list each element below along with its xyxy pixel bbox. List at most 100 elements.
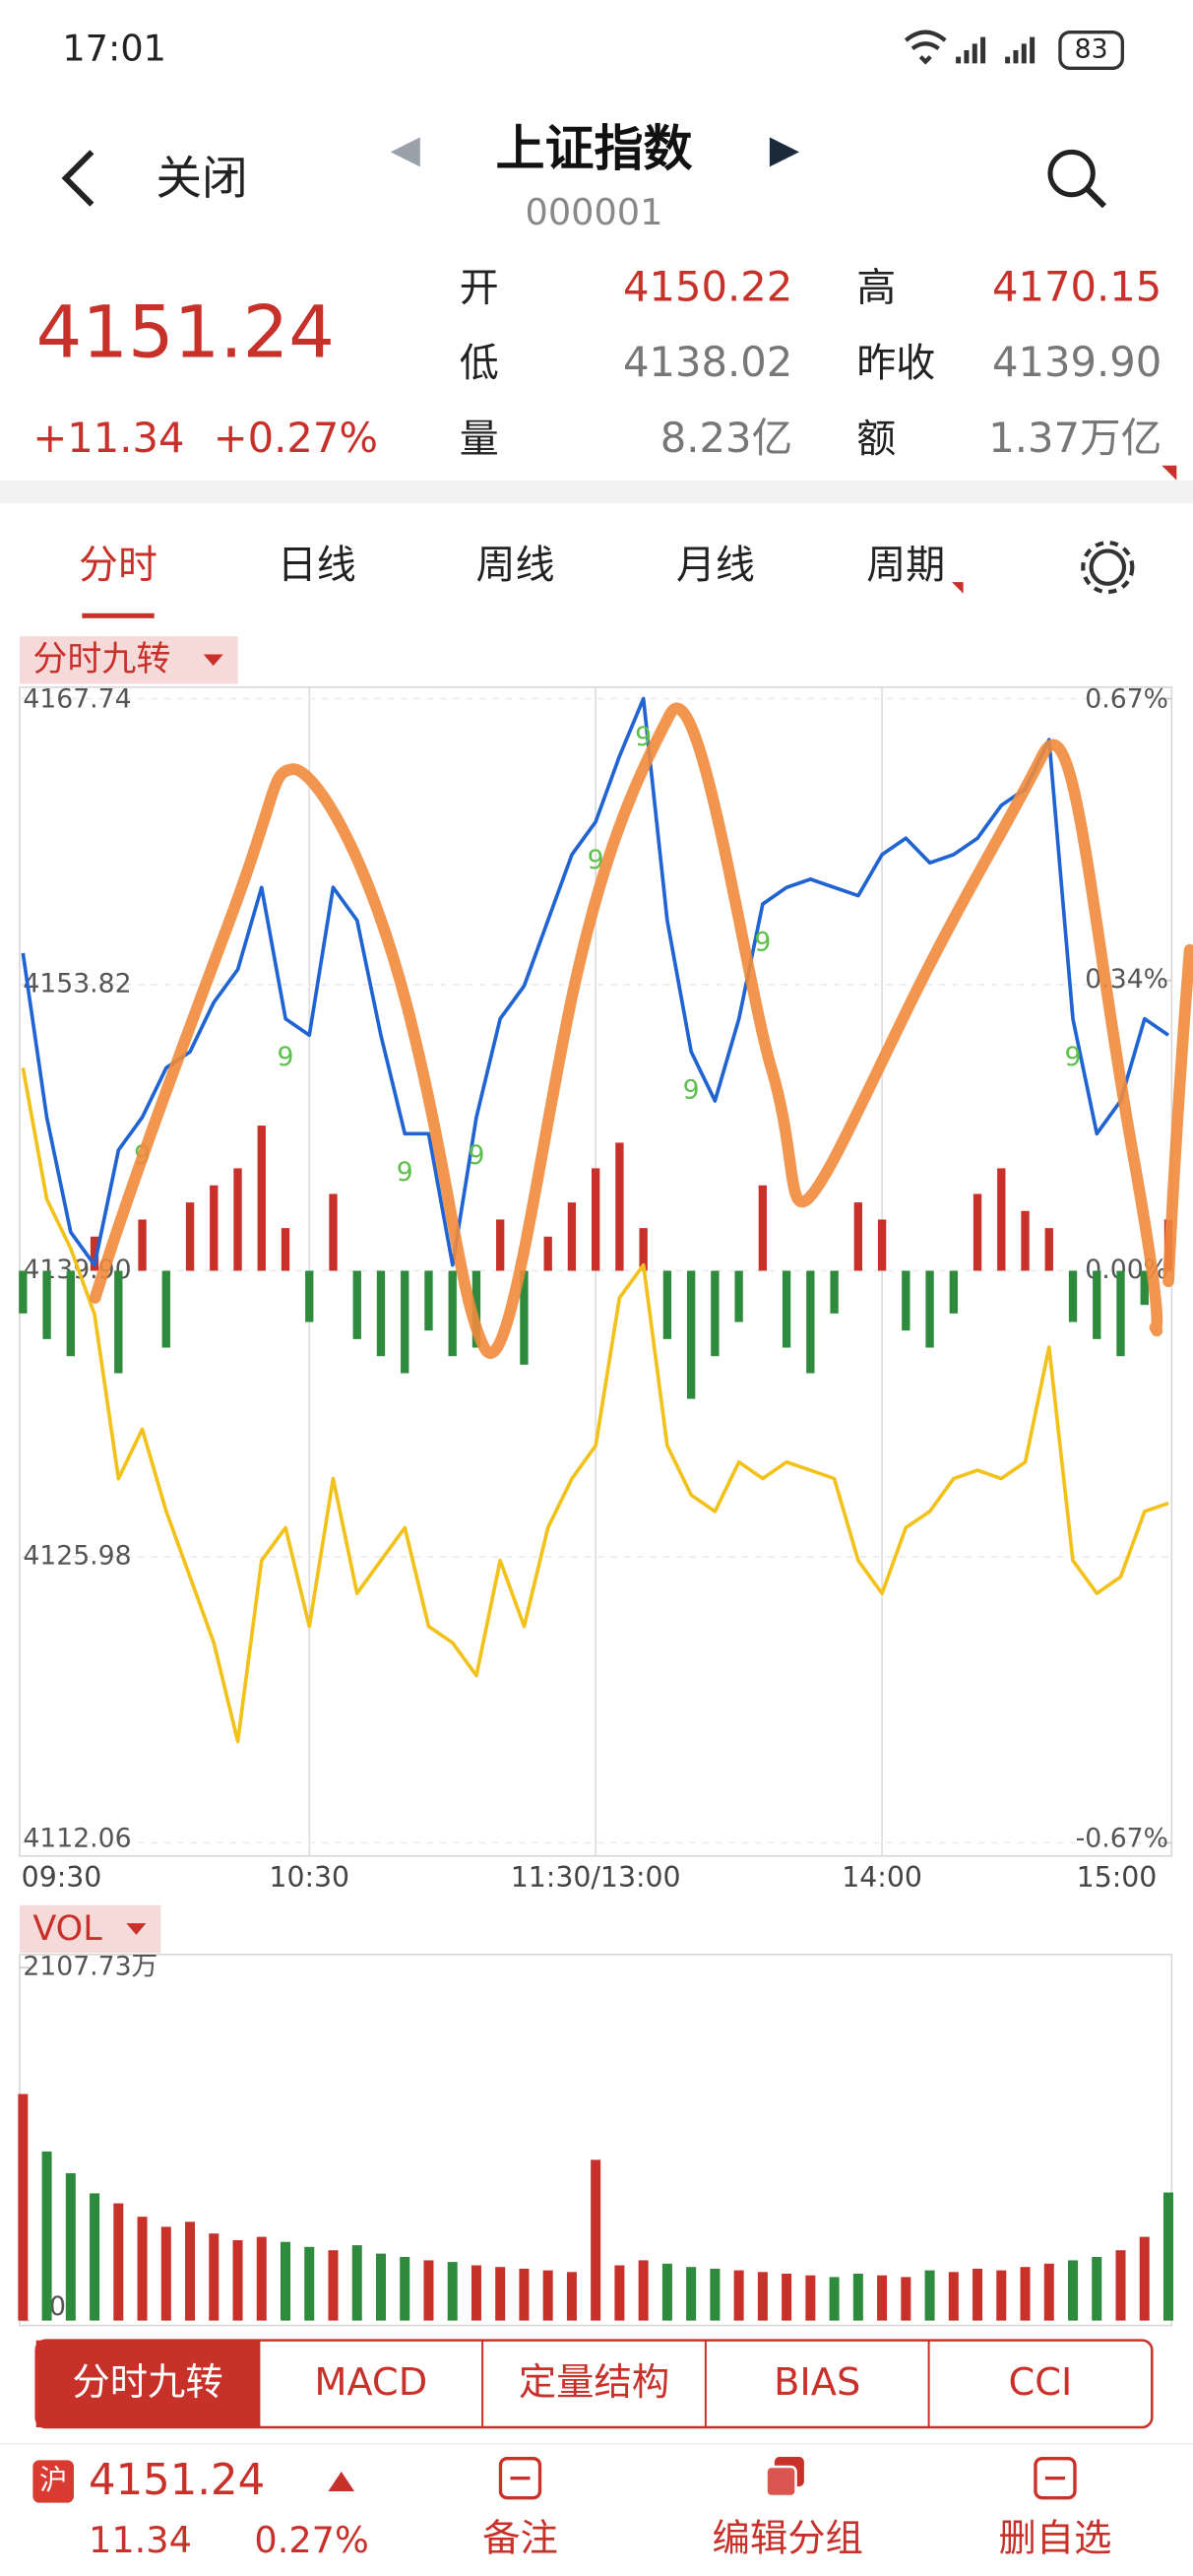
period-tab[interactable]: 周期 [866, 543, 945, 588]
nine-signal: 9 [635, 722, 652, 752]
action-icon [765, 2465, 797, 2498]
period-tab[interactable]: 分时 [79, 543, 157, 588]
footer-change: 11.34 [89, 2519, 192, 2561]
breadth-bar [114, 1270, 123, 1374]
breadth-bar [1093, 1270, 1101, 1339]
volume-bar [256, 2236, 267, 2321]
volume-bar [638, 2260, 649, 2321]
volume-bar [1139, 2236, 1150, 2321]
volume-bar [423, 2260, 434, 2321]
y-tick-label: 4153.82 [23, 968, 131, 998]
active-tab-underline [82, 612, 155, 618]
close-button[interactable]: 关闭 [156, 153, 247, 206]
breadth-bar [1140, 1270, 1149, 1306]
volume-bar [65, 2172, 76, 2321]
prev-arrow[interactable] [390, 137, 420, 167]
breadth-bar [1116, 1270, 1125, 1357]
breadth-bar [42, 1270, 51, 1339]
breadth-bar [19, 1270, 28, 1314]
field-value: 4138.02 [623, 338, 792, 386]
settings-icon[interactable] [1089, 548, 1127, 586]
volume-bar [1020, 2267, 1031, 2321]
indicator-tab[interactable]: CCI [1009, 2360, 1073, 2405]
settings-cog [1081, 541, 1135, 595]
nine-signal: 9 [468, 1140, 484, 1171]
indicator-tab[interactable]: 定量结构 [519, 2360, 669, 2405]
footer-action[interactable]: 删自选 [998, 2517, 1111, 2561]
breadth-bar [567, 1202, 577, 1271]
period-tab[interactable]: 日线 [278, 543, 356, 588]
market-badge-bg [32, 2460, 75, 2503]
field-label: 额 [856, 417, 896, 462]
change: +11.34 [32, 414, 184, 462]
volume-bar [209, 2233, 220, 2321]
breadth-bar [902, 1270, 910, 1331]
market-badge: 沪 [39, 2464, 67, 2496]
clock: 17:01 [62, 27, 166, 69]
field-value: 4150.22 [623, 262, 792, 310]
nine-signal: 9 [754, 927, 771, 957]
volume-bar [328, 2250, 339, 2321]
volume-bar [90, 2193, 100, 2321]
price-line [21, 1067, 1169, 1744]
more-corner [951, 582, 964, 594]
battery-level: 83 [1075, 33, 1108, 64]
indicator-label[interactable]: VOL [32, 1909, 102, 1949]
field-label: 量 [460, 417, 499, 462]
volume-bar [782, 2274, 792, 2321]
breadth-bar [734, 1270, 743, 1322]
x-tick-label: 10:30 [269, 1861, 349, 1894]
breadth-bar [496, 1219, 505, 1271]
indicator-tab[interactable]: MACD [314, 2360, 427, 2405]
search-handle [1084, 185, 1107, 209]
volume-bar [924, 2270, 935, 2321]
field-value: 4139.90 [992, 338, 1162, 386]
volume-bar [996, 2270, 1007, 2321]
footer-action[interactable]: 编辑分组 [713, 2517, 863, 2561]
search-icon[interactable] [1047, 149, 1096, 198]
breadth-bar [138, 1219, 147, 1271]
price: 4151.24 [36, 291, 335, 375]
volume-bar [447, 2262, 458, 2321]
breadth-bar [591, 1168, 600, 1271]
volume-bar [686, 2267, 697, 2321]
breadth-bar [210, 1185, 219, 1271]
volume-bar [973, 2268, 983, 2321]
volume-bar [829, 2277, 840, 2321]
breadth-bar [853, 1202, 863, 1271]
breadth-bar [782, 1270, 791, 1348]
indicator-tab[interactable]: BIAS [774, 2360, 860, 2405]
footer-action[interactable]: 备注 [482, 2517, 558, 2561]
volume-bar [901, 2277, 911, 2321]
period-tab[interactable]: 月线 [676, 543, 755, 588]
volume-bar [542, 2270, 553, 2321]
dropdown-arrow [126, 1923, 147, 1935]
field-label: 低 [460, 341, 499, 386]
volume-bar [137, 2217, 148, 2321]
footer-change-pct: 0.27% [254, 2519, 368, 2561]
breadth-bar [161, 1270, 170, 1348]
back-icon[interactable] [61, 150, 94, 207]
price-line [21, 696, 1170, 1267]
action-icon [1034, 2456, 1077, 2500]
field-label: 高 [856, 265, 896, 310]
breadth-bar [66, 1270, 75, 1357]
field-label: 昨收 [856, 341, 935, 386]
breadth-bar [543, 1236, 552, 1271]
period-tab[interactable]: 周线 [475, 543, 554, 588]
next-arrow[interactable] [769, 137, 799, 167]
y-tick-label: 2107.73万 [23, 1952, 157, 1982]
breadth-bar [424, 1270, 433, 1331]
field-value: 4170.15 [992, 262, 1162, 310]
indicator-tab[interactable]: 分时九转 [72, 2360, 222, 2405]
change-pct: +0.27% [214, 414, 378, 462]
volume-bar [661, 2263, 672, 2321]
volume-bar [591, 2159, 601, 2321]
indicator-label[interactable]: 分时九转 [32, 640, 170, 679]
separator [0, 480, 1193, 504]
volume-bar [733, 2270, 744, 2321]
volume-bar [710, 2268, 721, 2321]
breadth-bar [1068, 1270, 1078, 1322]
volume-bar [1115, 2250, 1126, 2321]
volume-bar [281, 2241, 291, 2321]
